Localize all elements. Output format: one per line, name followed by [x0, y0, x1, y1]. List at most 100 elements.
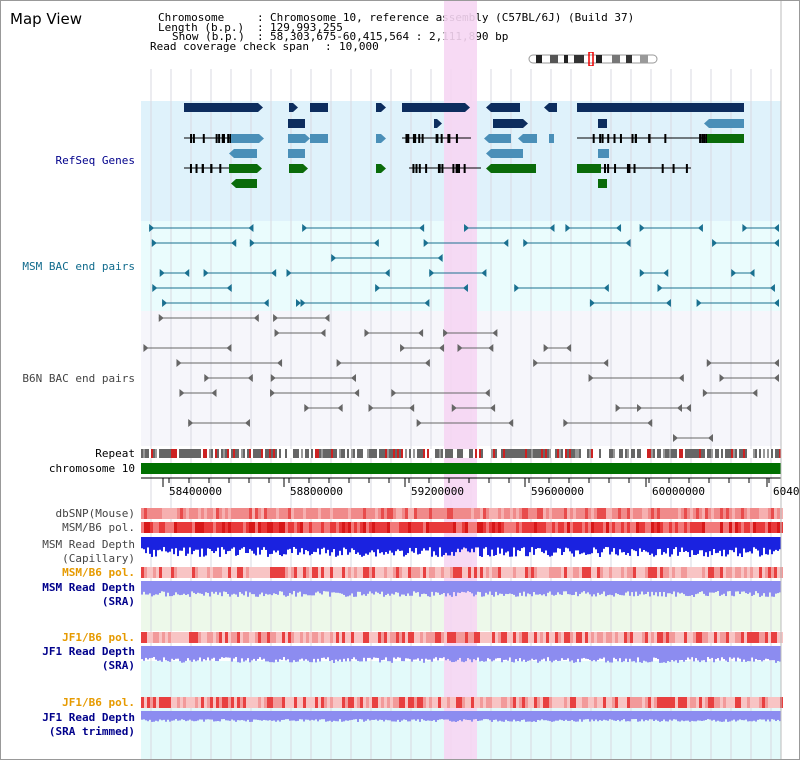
read-depth-bar [209, 646, 211, 661]
polymorphism-cell [501, 508, 504, 519]
repeat-element [731, 449, 733, 458]
track-label-msm-bac[interactable]: MSM BAC end pairs [22, 260, 135, 273]
bac-end-marker [663, 269, 669, 277]
polymorphism-cell [276, 508, 279, 519]
read-depth-bar [257, 646, 259, 659]
track-label-repeat[interactable]: Repeat [95, 447, 135, 460]
read-depth-bar [245, 581, 247, 592]
read-depth-bar [709, 646, 711, 659]
polymorphism-cell [498, 632, 501, 643]
read-depth-bar [231, 581, 233, 595]
read-depth-bar [541, 581, 543, 596]
track-label-dbsnp[interactable]: dbSNP(Mouse) [55, 507, 135, 520]
read-depth-bar [749, 646, 751, 662]
track-label-jf1-depth-trim[interactable]: JF1 Read Depth (SRA trimmed) [42, 711, 135, 739]
polymorphism-cell [222, 567, 225, 578]
polymorphism-cell [306, 522, 309, 533]
read-depth-bar [259, 711, 261, 721]
polymorphism-cell [444, 522, 447, 533]
polymorphism-cell [165, 522, 168, 533]
gene-exon [463, 164, 466, 173]
polymorphism-cell [486, 567, 489, 578]
polymorphism-cell [420, 508, 423, 519]
polymorphism-cell [276, 632, 279, 643]
polymorphism-cell [384, 567, 387, 578]
bac-end-marker [749, 269, 755, 277]
repeat-element [239, 449, 241, 458]
gene-exon [664, 134, 667, 143]
read-depth-bar [187, 581, 189, 595]
read-depth-bar [645, 711, 647, 720]
track-label-line: (SRA) [101, 659, 135, 672]
bac-end-marker [616, 224, 622, 232]
polymorphism-cell [354, 632, 357, 643]
polymorphism-cell [507, 567, 510, 578]
gene-arrow [484, 134, 489, 143]
track-label-jf1-depth-sra[interactable]: JF1 Read Depth (SRA) [42, 645, 135, 673]
read-depth-bar [369, 711, 371, 721]
polymorphism-cell [162, 697, 165, 708]
polymorphism-cell [402, 632, 405, 643]
read-depth-bar [211, 537, 213, 552]
read-depth-bar [215, 581, 217, 592]
polymorphism-cell [180, 697, 183, 708]
read-depth-bar [385, 646, 387, 658]
polymorphism-cell [261, 697, 264, 708]
gene-exon [458, 164, 461, 173]
read-depth-bar [491, 711, 493, 722]
track-label-msm-depth-sra[interactable]: MSM Read Depth (SRA) [42, 581, 135, 609]
polymorphism-cell [366, 522, 369, 533]
polymorphism-cell [501, 567, 504, 578]
read-depth-bar [505, 646, 507, 660]
track-label-msm-pol-1[interactable]: MSM/B6 pol. [62, 521, 135, 534]
read-depth-bar [291, 646, 293, 663]
track-label-msm-depth-cap[interactable]: MSM Read Depth (Capillary) [42, 538, 135, 566]
track-label-jf1-pol-2[interactable]: JF1/B6 pol. [62, 696, 135, 709]
read-depth-bar [425, 581, 427, 595]
read-depth-bar [177, 711, 179, 721]
track-label-jf1-pol-1[interactable]: JF1/B6 pol. [62, 631, 135, 644]
read-depth-bar [759, 711, 761, 720]
bac-end-marker [437, 254, 443, 262]
read-depth-bar [229, 537, 231, 551]
polymorphism-cell [540, 567, 543, 578]
polymorphism-cell [423, 697, 426, 708]
polymorphism-cell [639, 632, 642, 643]
read-depth-bar [433, 711, 435, 721]
read-depth-bar [563, 581, 565, 592]
polymorphism-cell [741, 522, 744, 533]
read-depth-bar [199, 711, 201, 720]
polymorphism-cell [255, 522, 258, 533]
read-depth-bar [247, 646, 249, 659]
polymorphism-cell [465, 522, 468, 533]
polymorphism-cell [162, 567, 165, 578]
repeat-element [507, 449, 509, 458]
read-depth-bar [149, 537, 151, 554]
read-depth-bar [469, 711, 471, 721]
read-depth-bar [743, 646, 745, 660]
read-depth-bar [233, 711, 235, 721]
track-label-b6n-bac[interactable]: B6N BAC end pairs [22, 372, 135, 385]
polymorphism-cell [759, 567, 762, 578]
read-depth-bar [245, 537, 247, 553]
read-depth-bar [253, 711, 255, 720]
repeat-element [283, 449, 285, 458]
polymorphism-cell [399, 508, 402, 519]
read-depth-bar [241, 711, 243, 721]
chromosome-ideogram[interactable] [528, 52, 660, 66]
polymorphism-cell [177, 567, 180, 578]
polymorphism-cell [561, 567, 564, 578]
read-depth-bar [267, 646, 269, 662]
track-label-msm-pol-2[interactable]: MSM/B6 pol. [62, 566, 135, 579]
read-depth-bar [165, 581, 167, 597]
repeat-element [191, 449, 193, 458]
polymorphism-cell [393, 567, 396, 578]
repeat-element [661, 449, 663, 458]
track-label-refseq[interactable]: RefSeq Genes [55, 154, 135, 167]
polymorphism-cell [489, 632, 492, 643]
read-depth-bar [677, 646, 679, 663]
read-depth-bar [571, 711, 573, 720]
read-depth-bar [691, 646, 693, 658]
polymorphism-cell [642, 508, 645, 519]
